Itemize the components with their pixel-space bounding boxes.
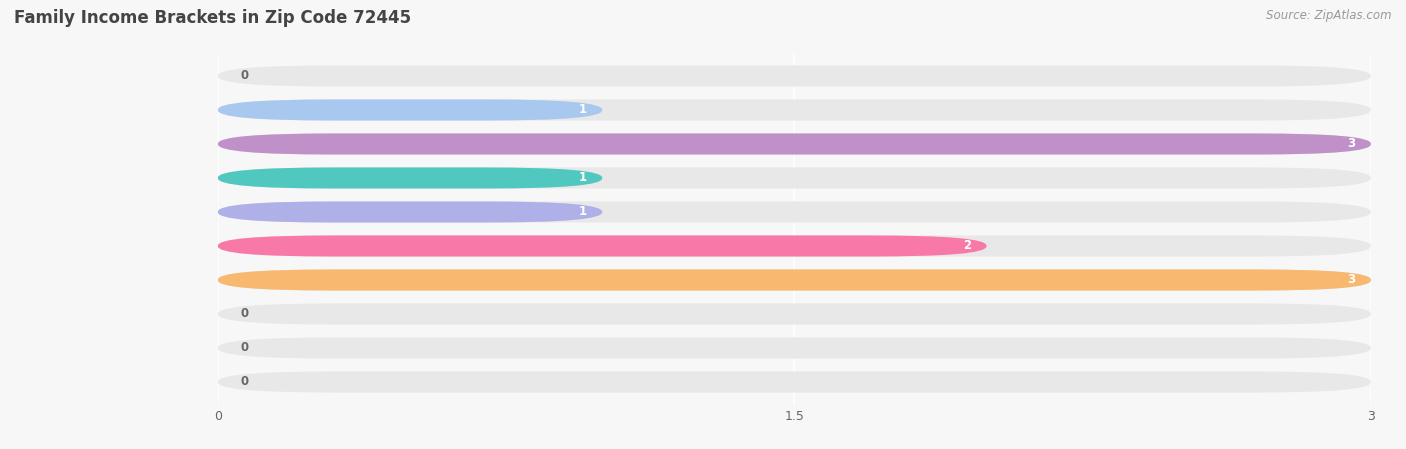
FancyBboxPatch shape [218,167,602,189]
FancyBboxPatch shape [218,202,1371,223]
Text: 1: 1 [579,103,586,116]
FancyBboxPatch shape [218,371,1371,392]
FancyBboxPatch shape [218,99,1371,120]
FancyBboxPatch shape [218,99,602,120]
Text: 0: 0 [240,342,249,355]
Text: Source: ZipAtlas.com: Source: ZipAtlas.com [1267,9,1392,22]
Text: 2: 2 [963,239,972,252]
FancyBboxPatch shape [218,202,602,223]
Text: 0: 0 [240,375,249,388]
FancyBboxPatch shape [218,66,1371,87]
FancyBboxPatch shape [218,167,1371,189]
FancyBboxPatch shape [218,133,1371,154]
FancyBboxPatch shape [218,269,1371,291]
FancyBboxPatch shape [218,235,1371,256]
FancyBboxPatch shape [218,269,1371,291]
Text: 1: 1 [579,206,586,219]
Text: Family Income Brackets in Zip Code 72445: Family Income Brackets in Zip Code 72445 [14,9,411,27]
Text: 3: 3 [1347,137,1355,150]
Text: 1: 1 [579,172,586,185]
Text: 0: 0 [240,308,249,321]
FancyBboxPatch shape [218,304,1371,325]
FancyBboxPatch shape [218,235,987,256]
Text: 3: 3 [1347,273,1355,286]
FancyBboxPatch shape [218,133,1371,154]
FancyBboxPatch shape [218,338,1371,359]
Text: 0: 0 [240,70,249,83]
